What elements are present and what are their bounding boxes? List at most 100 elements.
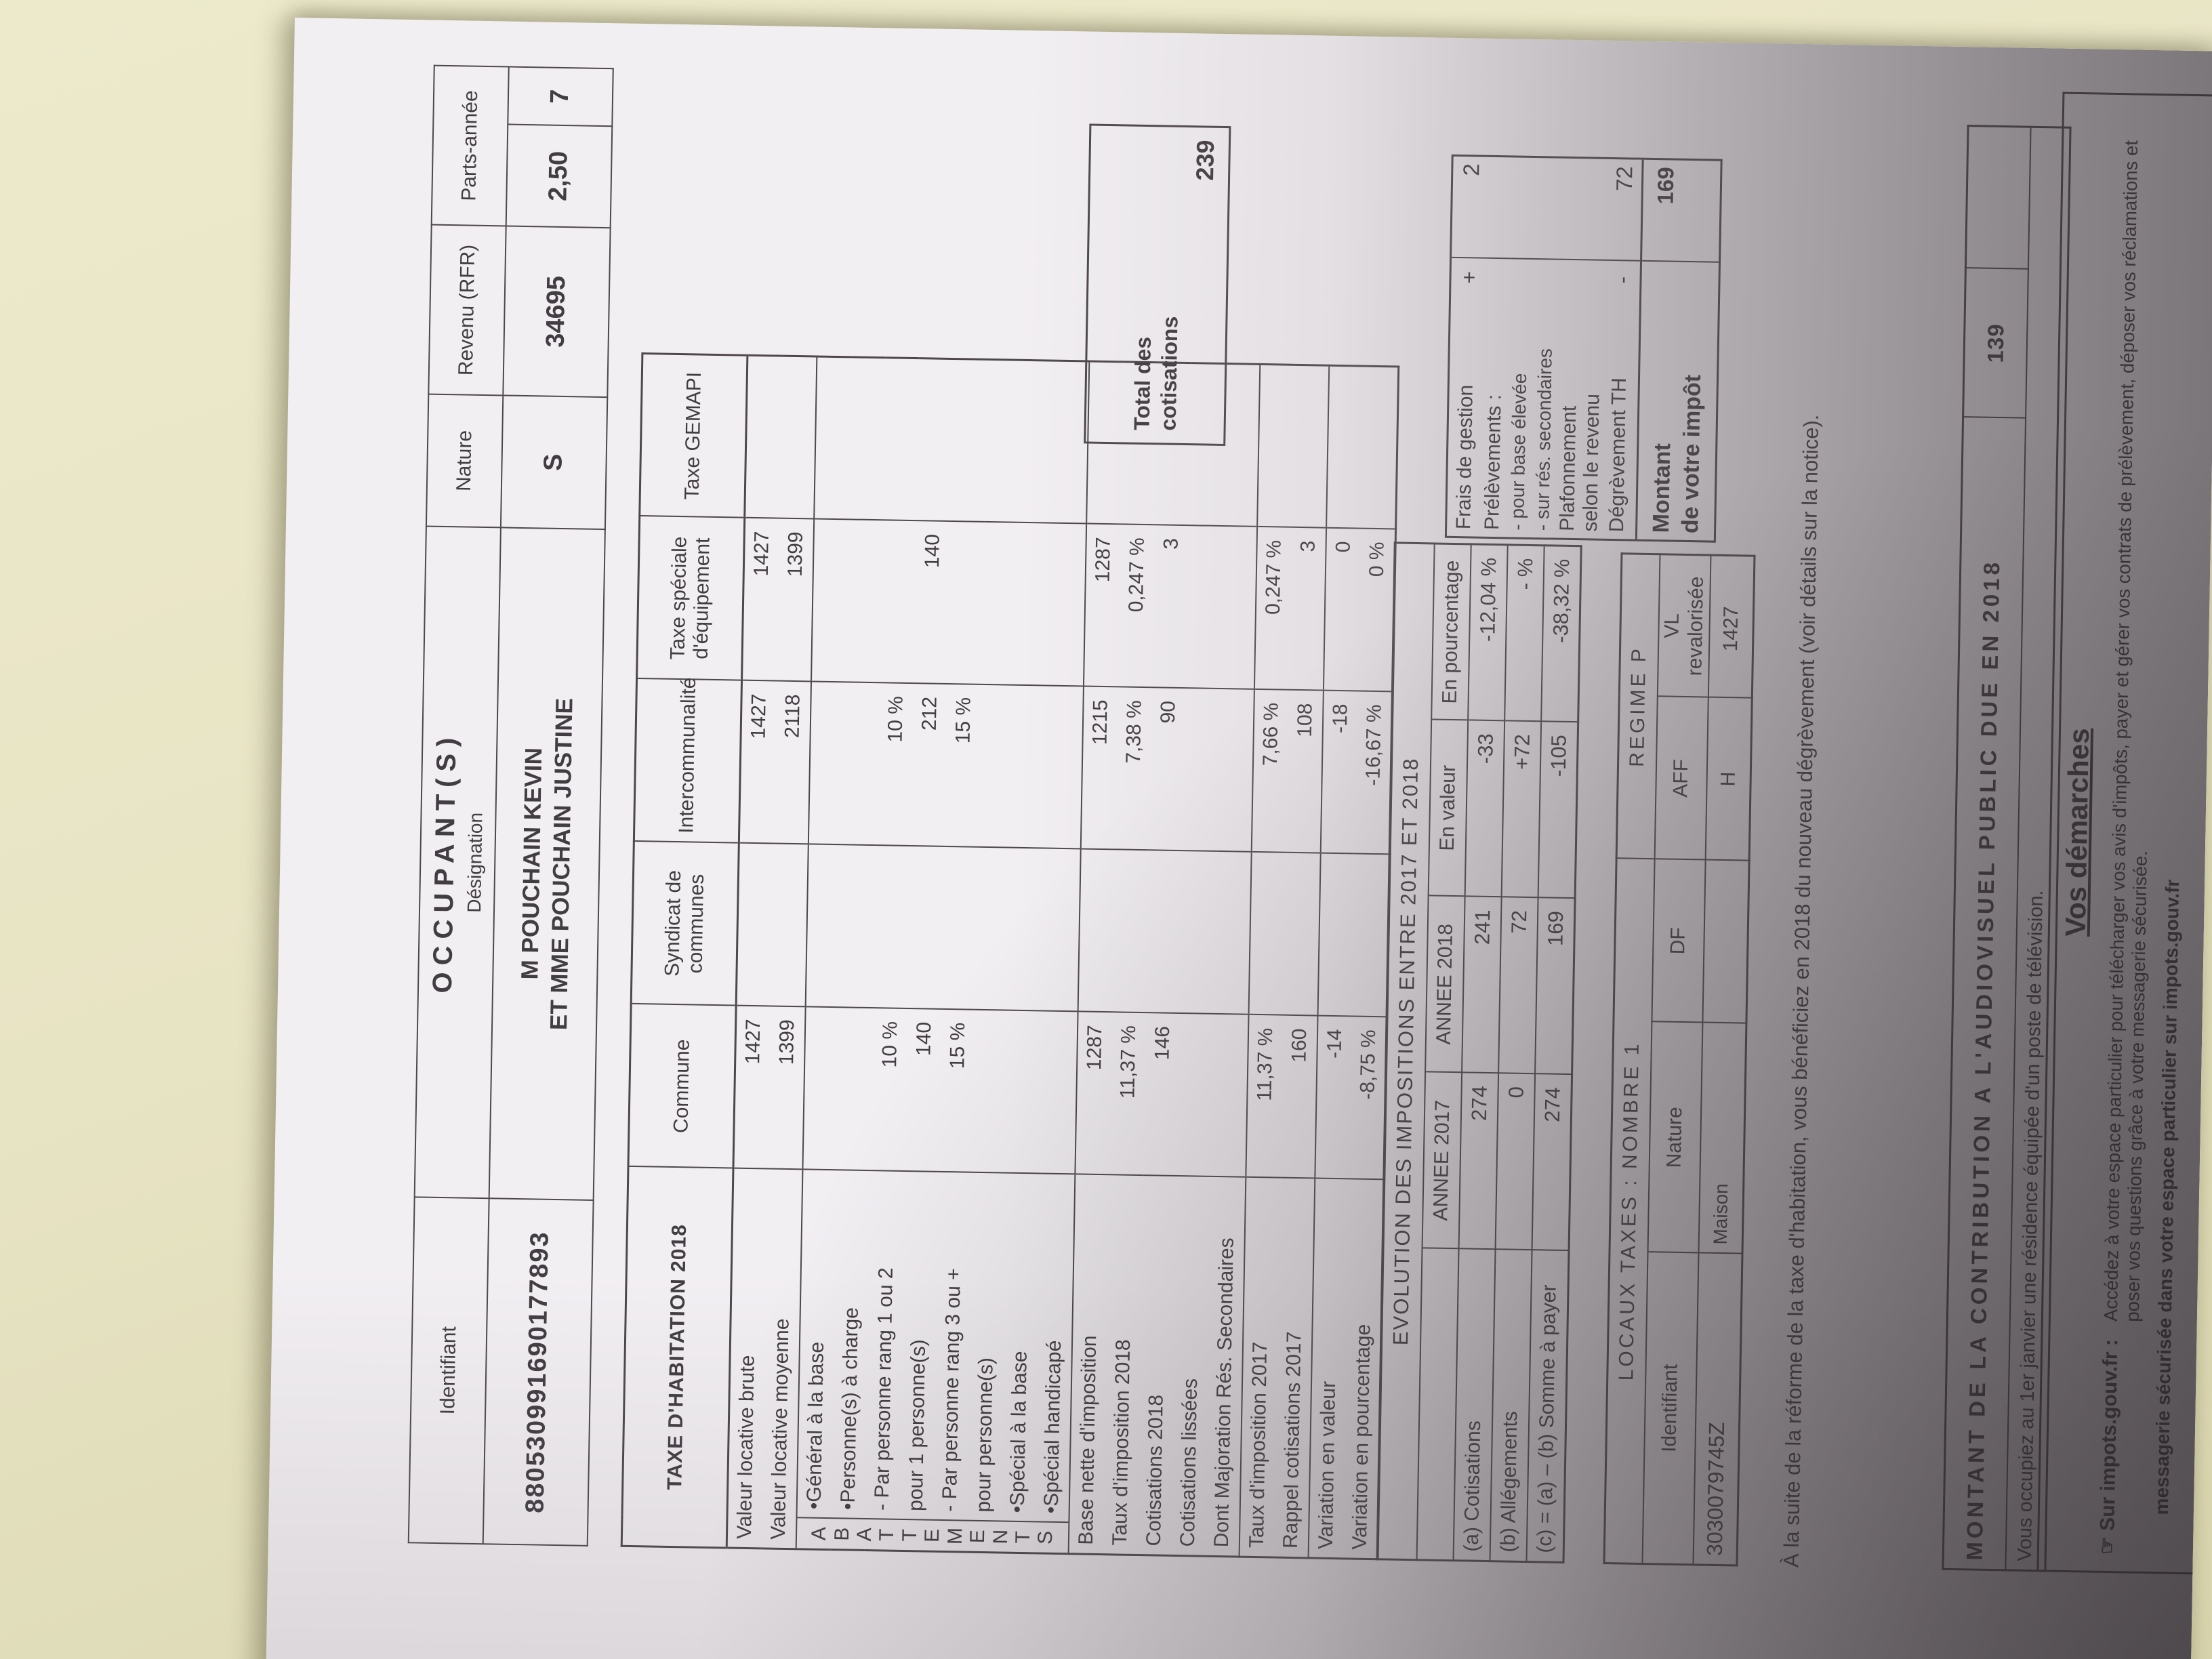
prelevement-base-elevee-value: [1510, 157, 1537, 260]
th-cell: 140: [913, 520, 951, 684]
evolution-cell: -12,04 %: [1468, 544, 1508, 721]
th-cell: [808, 681, 846, 845]
th-cell: [981, 522, 1019, 686]
th-cell: 15 %: [944, 684, 981, 848]
nature-value: S: [500, 395, 608, 530]
spacer: [1534, 260, 1559, 298]
reforme-notice: À la suite de la réforme de la taxe d'ha…: [1779, 414, 1824, 1568]
th-cell: [1018, 360, 1055, 524]
frais-gestion-label: Frais de gestion: [1452, 384, 1477, 530]
evolution-cell: -33: [1465, 720, 1505, 897]
th-cell: -18: [1320, 691, 1358, 854]
th-table-title: TAXE D'HABITATION 2018: [621, 1166, 733, 1548]
th-row-label: - Par personne rang 1 ou 2: [865, 1170, 905, 1520]
total-cotisations-label: Total des cotisations: [1129, 316, 1183, 431]
th-cell: 90: [1149, 687, 1186, 851]
th-row-label: •Général à la base: [796, 1169, 838, 1519]
evolution-row-label: (b) Allégements: [1490, 1249, 1532, 1562]
th-cell: [805, 844, 843, 1008]
th-cell: -16,67 %: [1355, 691, 1393, 855]
evolution-row-label: (a) Cotisations: [1453, 1248, 1496, 1561]
th-row-label: pour personne(s): [966, 1172, 1007, 1522]
th-cell: -8,75 %: [1349, 1016, 1388, 1180]
th-cell: [1185, 525, 1223, 689]
th-cell: [771, 844, 808, 1007]
th-cell: [1326, 365, 1364, 529]
col-revenu-label: Revenu (RFR): [428, 224, 506, 396]
col-locaux-nature: Nature: [1647, 1021, 1703, 1253]
annee-value: 7: [508, 66, 613, 127]
taxe-habitation-table: TAXE D'HABITATION 2018 Commune Syndicat …: [620, 352, 1400, 1561]
th-cell: [1048, 523, 1087, 687]
occupants-title: OCCUPANT(S): [427, 731, 462, 994]
th-cell: 1215: [1080, 686, 1118, 850]
th-cell: [947, 521, 985, 685]
evolution-cell: 72: [1498, 897, 1538, 1074]
locaux-aff-value: H: [1705, 697, 1752, 861]
th-cell: 0,247 %: [1118, 524, 1155, 688]
th-cell: 10 %: [876, 682, 914, 846]
evolution-cell: 274: [1532, 1073, 1572, 1251]
frais-gestion-value: 2: [1452, 156, 1486, 259]
th-cell: 10 %: [871, 1008, 908, 1172]
col-parts-annee-label: Parts-année: [431, 65, 509, 226]
th-row-label: •Personne(s) à charge: [831, 1170, 872, 1519]
th-cell: [1015, 523, 1052, 687]
th-cell: [1292, 365, 1330, 529]
th-cell: [907, 846, 945, 1010]
th-cell: [984, 359, 1021, 523]
th-cell: 11,37 %: [1109, 1012, 1147, 1176]
th-cell: -14: [1315, 1016, 1353, 1179]
th-cell: [975, 847, 1012, 1011]
th-cell: [1112, 849, 1149, 1013]
col-nature-label: Nature: [426, 394, 504, 528]
occupants-header-table: Identifiant OCCUPANT(S) Désignation Natu…: [408, 65, 614, 1547]
th-cell: [1012, 685, 1049, 849]
th-cell: [941, 846, 979, 1010]
th-cell: 0: [1323, 528, 1361, 692]
tax-document: Identifiant OCCUPANT(S) Désignation Natu…: [382, 45, 2212, 1659]
th-cell: 11,37 %: [1246, 1015, 1284, 1179]
th-cell: [978, 684, 1015, 848]
prelevements-label: Prélèvements :: [1481, 394, 1506, 531]
th-cell: [1248, 852, 1286, 1016]
montant-impot-value: 169: [1640, 159, 1721, 263]
th-row-label: - Par personne rang 3 ou +: [933, 1172, 973, 1521]
th-cell: 7,66 %: [1251, 689, 1289, 853]
th-row-label: pour 1 personne(s): [899, 1171, 939, 1521]
th-cell: 1427: [741, 518, 780, 682]
th-cell: 0 %: [1357, 529, 1396, 692]
th-cell: [1214, 851, 1252, 1015]
evolution-label-spacer: [1416, 1248, 1459, 1561]
th-cell: [840, 844, 877, 1008]
col-annee-2017: ANNEE 2017: [1422, 1071, 1462, 1249]
demarches-lead-text: Sur impots.gouv.fr :: [2096, 1338, 2123, 1532]
th-cell: [811, 518, 849, 682]
th-cell: 1399: [768, 1006, 806, 1170]
th-cell: 160: [1280, 1015, 1318, 1179]
th-cell: [1183, 688, 1220, 852]
th-cell: [814, 356, 852, 520]
demarches-lead: ☞ Sur impots.gouv.fr :: [2096, 1339, 2144, 1555]
col-en-valeur: En valeur: [1428, 719, 1469, 897]
th-cell: 1287: [1083, 524, 1122, 687]
col-en-pourcentage: En pourcentage: [1431, 543, 1471, 720]
th-cell: [874, 845, 911, 1009]
montant-impot-label: Montant de votre impôt: [1635, 299, 1719, 541]
th-cell: 0,247 %: [1254, 527, 1292, 691]
th-cell: [972, 1010, 1010, 1174]
th-cell: [736, 843, 774, 1006]
th-cell: [1043, 848, 1081, 1012]
evolution-cell: -105: [1538, 721, 1578, 899]
th-cell: [1146, 850, 1183, 1014]
th-cell: [744, 355, 783, 519]
spacer: [1559, 260, 1609, 299]
col-locaux-identifiant: Identifiant: [1642, 1252, 1699, 1565]
audiovisuel-value: 139: [1963, 268, 2028, 419]
th-cell: 7,38 %: [1115, 687, 1152, 851]
th-cell: 212: [910, 683, 947, 847]
th-row-label: •Spécial à la base: [1000, 1173, 1041, 1522]
total-cotisations-box: Total des cotisations 239: [1084, 123, 1231, 447]
col-intercommunalite: Intercommunalité: [634, 677, 742, 844]
prelevement-res-secondaires-label: - sur rés. secondaires: [1531, 348, 1556, 531]
